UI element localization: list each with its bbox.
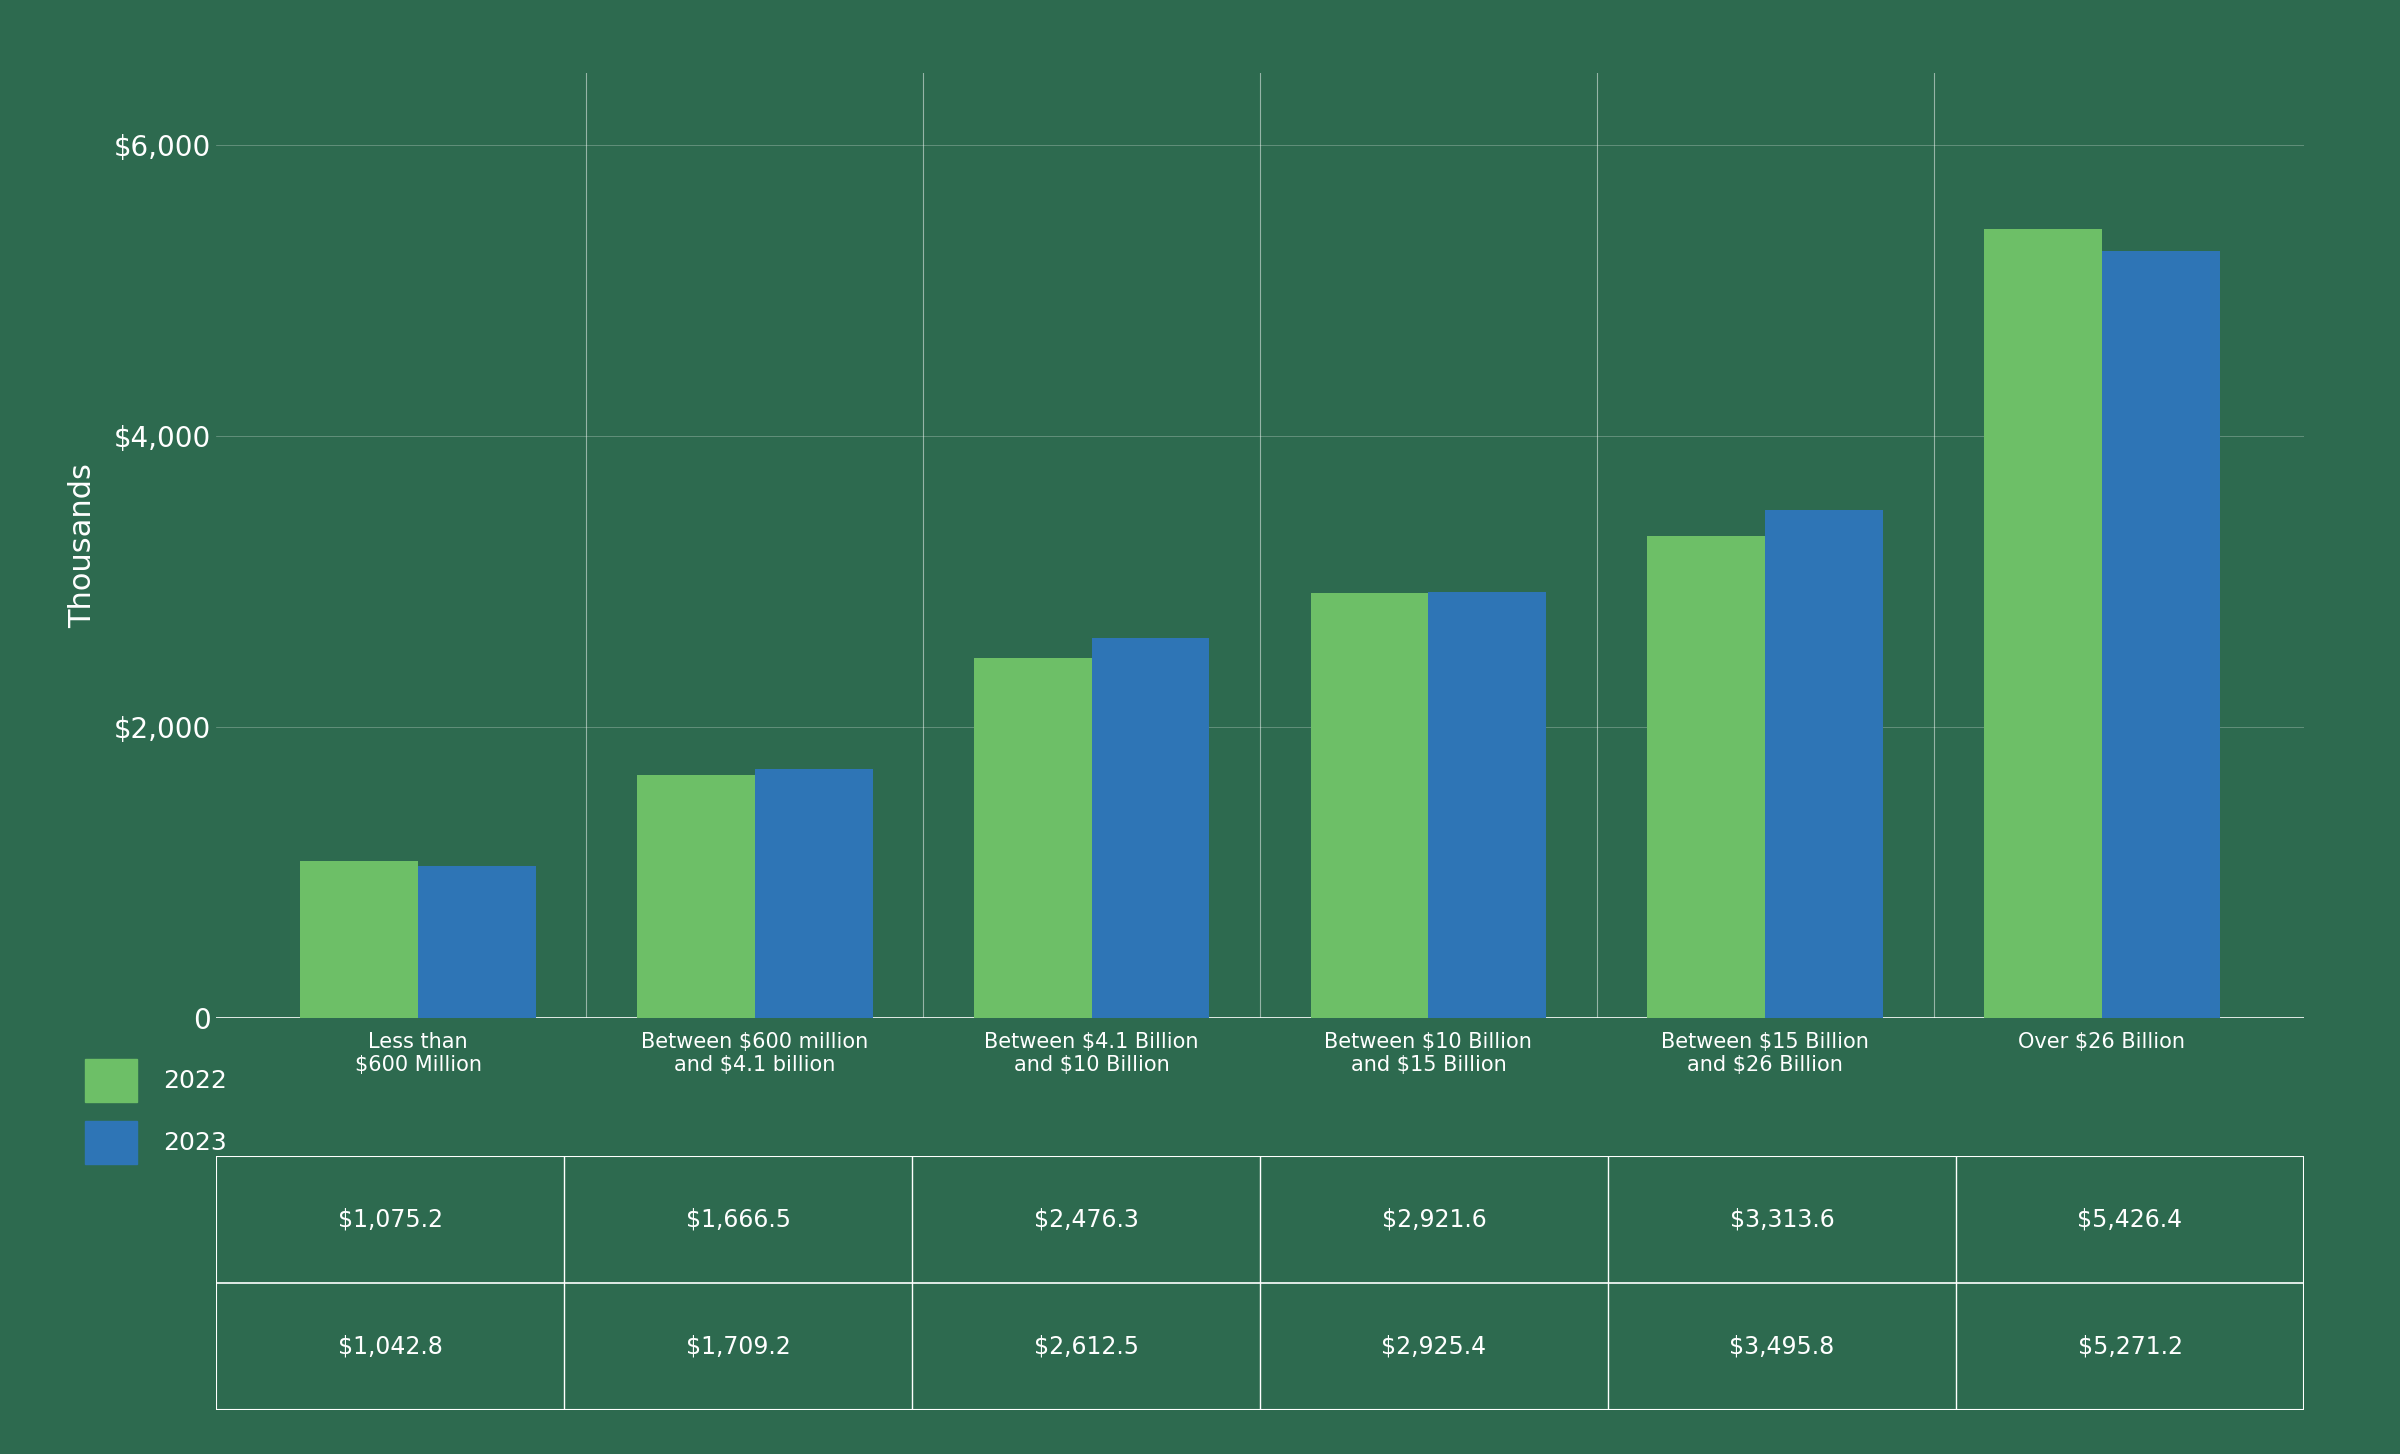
- Bar: [1764, 509, 1884, 1018]
- Y-axis label: Thousands: Thousands: [67, 462, 98, 628]
- Text: $2,921.6: $2,921.6: [1382, 1207, 1486, 1232]
- Bar: [1428, 592, 1546, 1018]
- Text: $1,042.8: $1,042.8: [338, 1335, 442, 1359]
- Text: $1,709.2: $1,709.2: [686, 1335, 790, 1359]
- Text: $5,426.4: $5,426.4: [2078, 1207, 2182, 1232]
- Bar: [1985, 228, 2102, 1018]
- Text: $2,925.4: $2,925.4: [1382, 1335, 1486, 1359]
- Text: $1,666.5: $1,666.5: [686, 1207, 790, 1232]
- Text: $2,476.3: $2,476.3: [1034, 1207, 1138, 1232]
- Text: $1,075.2: $1,075.2: [338, 1207, 442, 1232]
- Bar: [636, 775, 756, 1018]
- Bar: [1646, 537, 1764, 1018]
- Bar: [418, 867, 535, 1018]
- Text: $3,313.6: $3,313.6: [1730, 1207, 1834, 1232]
- Text: $3,495.8: $3,495.8: [1730, 1335, 1834, 1359]
- Text: 2022: 2022: [163, 1070, 226, 1093]
- Bar: [2102, 252, 2220, 1018]
- Bar: [974, 657, 1092, 1018]
- Text: $5,271.2: $5,271.2: [2078, 1335, 2182, 1359]
- Bar: [300, 861, 418, 1018]
- Bar: [756, 769, 874, 1018]
- Bar: [1092, 638, 1210, 1018]
- Text: 2023: 2023: [163, 1131, 226, 1156]
- Bar: [84, 1121, 137, 1165]
- Text: $2,612.5: $2,612.5: [1034, 1335, 1138, 1359]
- Bar: [84, 1059, 137, 1102]
- Bar: [1310, 593, 1428, 1018]
